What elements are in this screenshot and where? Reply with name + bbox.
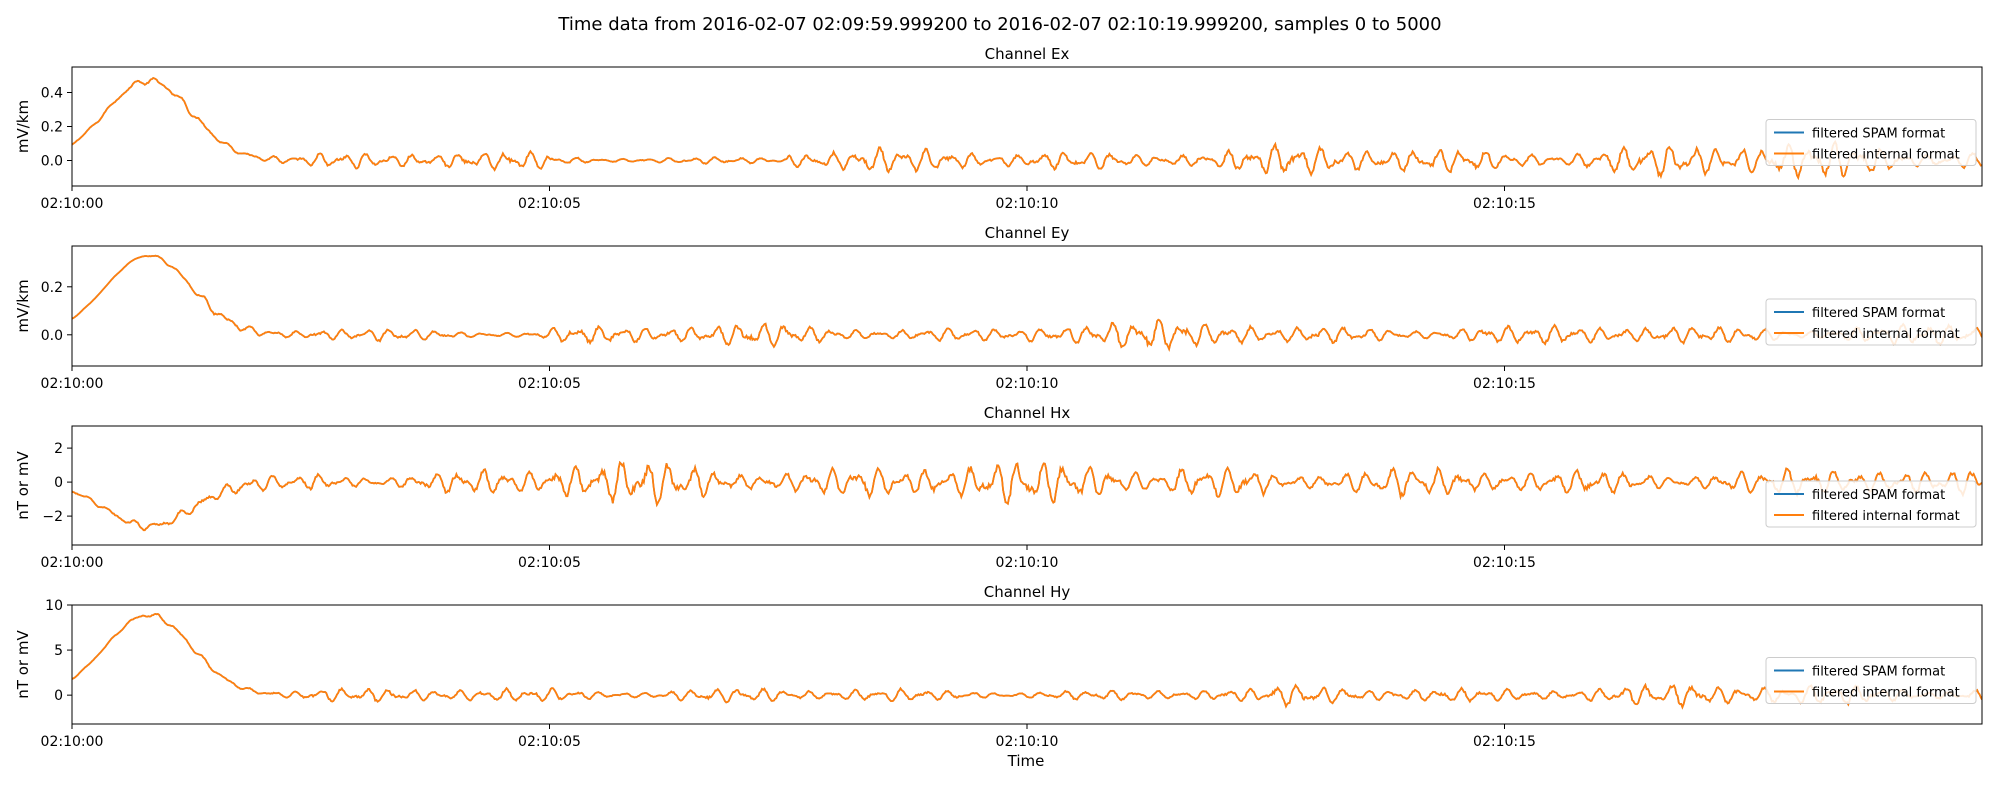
y-axis-label: mV/km: [14, 100, 32, 153]
y-axis-label: nT or mV: [14, 630, 32, 699]
legend: filtered SPAM format filtered internal fo…: [1765, 119, 1977, 166]
x-axis-label: Time: [1007, 752, 1045, 770]
legend-box: [1765, 119, 1977, 166]
x-tick-label: 02:10:10: [996, 196, 1059, 212]
panel-title: Channel Hx: [984, 404, 1071, 422]
series-line-spam: [72, 77, 1982, 180]
panel-channel-hx: Channel Hx nT or mV −2 0 2 02:10:00 02:10:05 02…: [14, 404, 1983, 571]
legend-label: filtered SPAM format: [1812, 665, 1945, 680]
legend-label: filtered internal format: [1812, 327, 1960, 342]
panel-title: Channel Ey: [985, 224, 1070, 242]
y-tick-label: 0.0: [41, 328, 63, 344]
legend-label: filtered internal format: [1812, 509, 1960, 524]
legend-label: filtered SPAM format: [1812, 127, 1945, 142]
series-line-internal: [72, 612, 1982, 710]
y-tick-label: 0: [54, 475, 63, 491]
y-tick-label: 10: [45, 598, 63, 614]
x-tick-label: 02:10:00: [41, 555, 104, 571]
y-tick-label: 0: [54, 688, 63, 704]
panel-channel-hy: Channel Hy nT or mV 0 5 10 02:10:00 02:10:05 02…: [14, 583, 1983, 750]
x-tick-label: 02:10:10: [996, 376, 1059, 392]
panel-title: Channel Hy: [984, 583, 1071, 601]
x-tick-label: 02:10:00: [41, 196, 104, 212]
x-tick-label: 02:10:05: [518, 196, 581, 212]
x-tick-label: 02:10:15: [1473, 734, 1536, 750]
channel-panels: Channel Ex mV/km 0.0 0.2 0.4 02:10:00 02:10:05…: [14, 45, 1983, 750]
legend-label: filtered internal format: [1812, 686, 1960, 701]
legend-label: filtered SPAM format: [1812, 306, 1945, 321]
x-tick-label: 02:10:10: [996, 734, 1059, 750]
legend: filtered SPAM format filtered internal fo…: [1765, 298, 1977, 346]
axes-frame: [71, 604, 1983, 725]
axes-frame: [71, 245, 1983, 367]
legend: filtered SPAM format filtered internal fo…: [1765, 480, 1977, 528]
x-tick-label: 02:10:05: [518, 376, 581, 392]
y-tick-label: 0.2: [41, 120, 63, 136]
y-tick-label: 2: [54, 441, 63, 457]
series-line-internal: [72, 254, 1982, 352]
y-tick-label: −2: [42, 509, 63, 525]
legend-box: [1765, 657, 1977, 704]
x-tick-label: 02:10:15: [1473, 376, 1536, 392]
y-tick-label: 0.4: [41, 86, 63, 102]
legend-label: filtered SPAM format: [1812, 488, 1945, 503]
series-line-internal: [72, 460, 1982, 532]
x-tick-label: 02:10:05: [518, 555, 581, 571]
legend-box: [1765, 480, 1977, 528]
panel-channel-ex: Channel Ex mV/km 0.0 0.2 0.4 02:10:00 02:10:05…: [14, 45, 1983, 212]
x-tick-label: 02:10:05: [518, 734, 581, 750]
y-axis-label: mV/km: [14, 279, 32, 332]
panel-channel-ey: Channel Ey mV/km 0.0 0.2 02:10:00 02:10:05 02:…: [14, 224, 1983, 392]
x-tick-label: 02:10:15: [1473, 196, 1536, 212]
legend: filtered SPAM format filtered internal fo…: [1765, 657, 1977, 704]
y-tick-label: 0.0: [41, 154, 63, 170]
y-tick-label: 5: [54, 643, 63, 659]
y-axis-label: nT or mV: [14, 451, 32, 520]
legend-label: filtered internal format: [1812, 148, 1960, 163]
panel-title: Channel Ex: [985, 45, 1070, 63]
x-tick-label: 02:10:15: [1473, 555, 1536, 571]
x-tick-label: 02:10:10: [996, 555, 1059, 571]
x-tick-label: 02:10:00: [41, 734, 104, 750]
x-tick-label: 02:10:00: [41, 376, 104, 392]
legend-box: [1765, 298, 1977, 346]
y-tick-label: 0.2: [41, 280, 63, 296]
series-line-spam: [72, 461, 1982, 531]
figure-suptitle: Time data from 2016-02-07 02:09:59.99920…: [557, 14, 1441, 35]
series-line-internal: [72, 76, 1982, 181]
